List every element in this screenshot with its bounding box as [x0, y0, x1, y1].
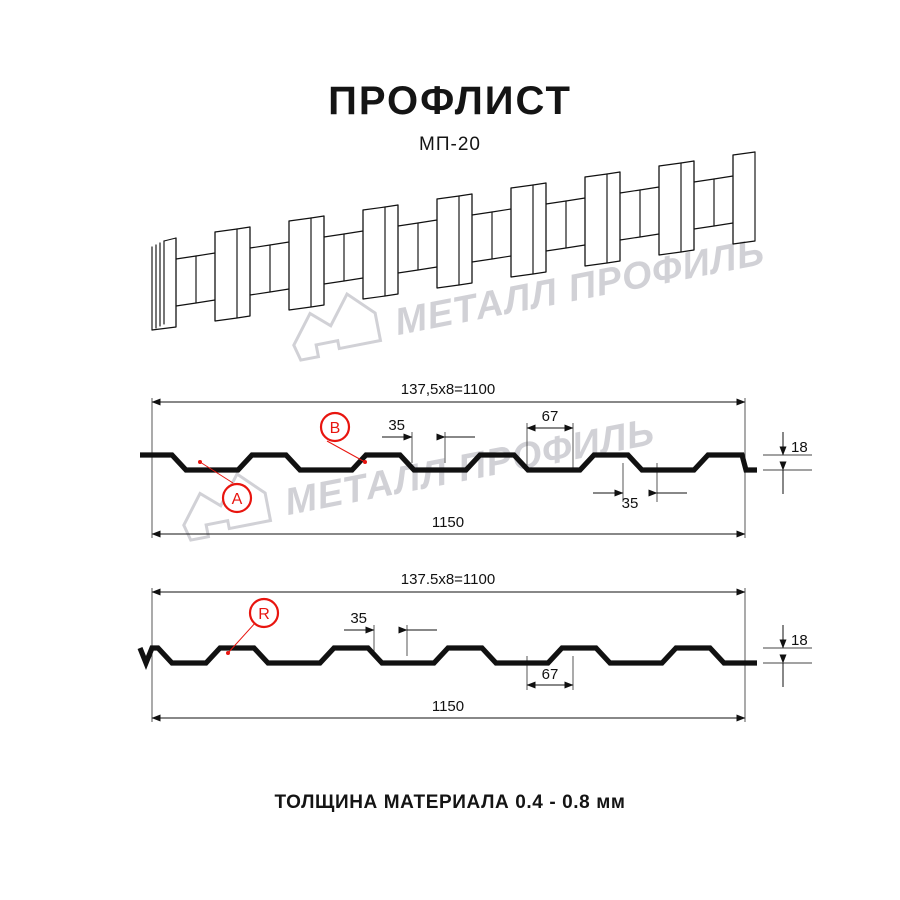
footer-caption: ТОЛЩИНА МАТЕРИАЛА 0.4 - 0.8 мм [274, 792, 626, 813]
balloon-b: B [319, 411, 367, 464]
balloon-b-label: B [330, 420, 341, 437]
profile-sheet-isometric [151, 151, 756, 331]
metall-profil-logo [182, 471, 273, 542]
dimension-valley-67-1: 67 [526, 408, 574, 432]
metall-profil-logo [292, 291, 383, 362]
dimension-label-rib-35-upper-1: 35 [388, 417, 405, 434]
balloon-a-circle [221, 482, 253, 514]
dimension-rib-35-upper-1: 35 [382, 417, 475, 441]
balloon-a-label: A [232, 491, 243, 508]
profile-cross-section-1 [140, 452, 757, 473]
dimension-label-valley-67-1: 67 [542, 408, 559, 425]
dimension-rib-35-2: 35 [344, 610, 437, 634]
dimension-label-overall-top-1: 137,5x8=1100 [401, 381, 495, 398]
dimension-overall-top-2: 137.5x8=1100 [151, 571, 746, 596]
balloon-r-circle [248, 597, 280, 629]
watermark-label: МЕТАЛЛ ПРОФИЛЬ [391, 231, 768, 344]
section-r: 137.5x8=1100 1150 35 67 18 [137, 571, 812, 722]
dimension-rib-35-lower-1: 35 [593, 489, 687, 512]
title-block: ПРОФЛИСТ МП-20 [0, 78, 900, 156]
dimension-label-height-18-2: 18 [791, 632, 808, 649]
dimension-label-overall-bottom-1: 1150 [432, 514, 464, 531]
dimension-label-height-18-1: 18 [791, 439, 808, 456]
section-a-b: 137,5x8=1100 1150 35 67 35 [140, 381, 812, 538]
dimension-overall-bottom-1: 1150 [151, 514, 746, 538]
dimension-label-overall-bottom-2: 1150 [432, 698, 464, 715]
dimension-label-valley-67-2: 67 [542, 666, 559, 683]
dimension-label-rib-35-lower-1: 35 [622, 495, 639, 512]
dimension-overall-top-1: 137,5x8=1100 [151, 381, 746, 406]
profile-cross-section-2 [137, 645, 757, 671]
balloon-r: R [226, 597, 280, 655]
dimension-height-18-2: 18 [779, 625, 808, 687]
extension-lines-2 [151, 588, 812, 722]
page-subtitle: МП-20 [419, 134, 481, 155]
dimension-overall-bottom-2: 1150 [151, 698, 746, 722]
balloon-r-label: R [258, 606, 270, 623]
dimension-valley-67-2: 67 [526, 666, 574, 689]
dimension-label-rib-35-2: 35 [350, 610, 367, 627]
watermark-top: МЕТАЛЛ ПРОФИЛЬ [292, 231, 768, 362]
balloon-a: A [198, 460, 253, 514]
balloon-b-circle [319, 411, 351, 443]
dimension-height-18-1: 18 [779, 432, 808, 494]
dimension-label-overall-top-2: 137.5x8=1100 [401, 571, 495, 588]
page-title: ПРОФЛИСТ [328, 79, 572, 123]
